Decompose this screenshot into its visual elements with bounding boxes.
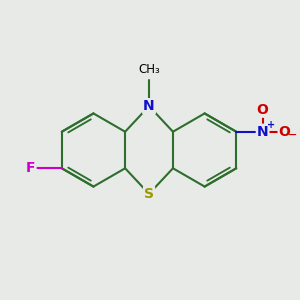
Text: S: S	[144, 187, 154, 201]
Text: N: N	[257, 125, 268, 139]
Text: O: O	[257, 103, 268, 117]
Text: N: N	[143, 99, 155, 113]
Text: −: −	[288, 130, 297, 140]
Text: O: O	[279, 125, 290, 139]
Text: F: F	[26, 161, 35, 175]
Text: CH₃: CH₃	[138, 63, 160, 76]
Text: +: +	[267, 120, 275, 130]
